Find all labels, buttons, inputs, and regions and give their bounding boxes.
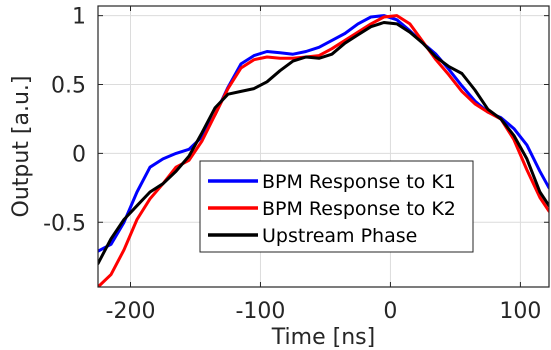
- y-tick-label: 0: [72, 142, 86, 167]
- legend: BPM Response to K1 BPM Response to K2 Up…: [199, 160, 474, 253]
- plot-frame: [97, 5, 550, 288]
- x-tick-label: -200: [106, 299, 156, 324]
- series-layer: [98, 14, 549, 287]
- y-axis-label: Output [a.u.]: [9, 76, 34, 218]
- legend-label-k2: BPM Response to K2: [262, 198, 456, 220]
- series-line-k1: [98, 14, 549, 253]
- series-line-k2: [98, 14, 549, 287]
- x-tick-label: 0: [383, 299, 397, 324]
- x-tick-label: 100: [499, 299, 541, 324]
- tick-layer: -200 -100 0 100 -0.5 0 0.5 1: [43, 5, 549, 324]
- legend-label-k1: BPM Response to K1: [262, 171, 456, 193]
- series-line-upstream-phase: [98, 21, 549, 266]
- x-tick-label: -100: [235, 299, 285, 324]
- y-tick-label: 1: [72, 5, 86, 30]
- y-tick-label: -0.5: [43, 211, 86, 236]
- y-tick-label: 0.5: [51, 74, 86, 99]
- legend-label-upstream-phase: Upstream Phase: [262, 225, 417, 247]
- x-axis-label: Time [ns]: [271, 325, 375, 350]
